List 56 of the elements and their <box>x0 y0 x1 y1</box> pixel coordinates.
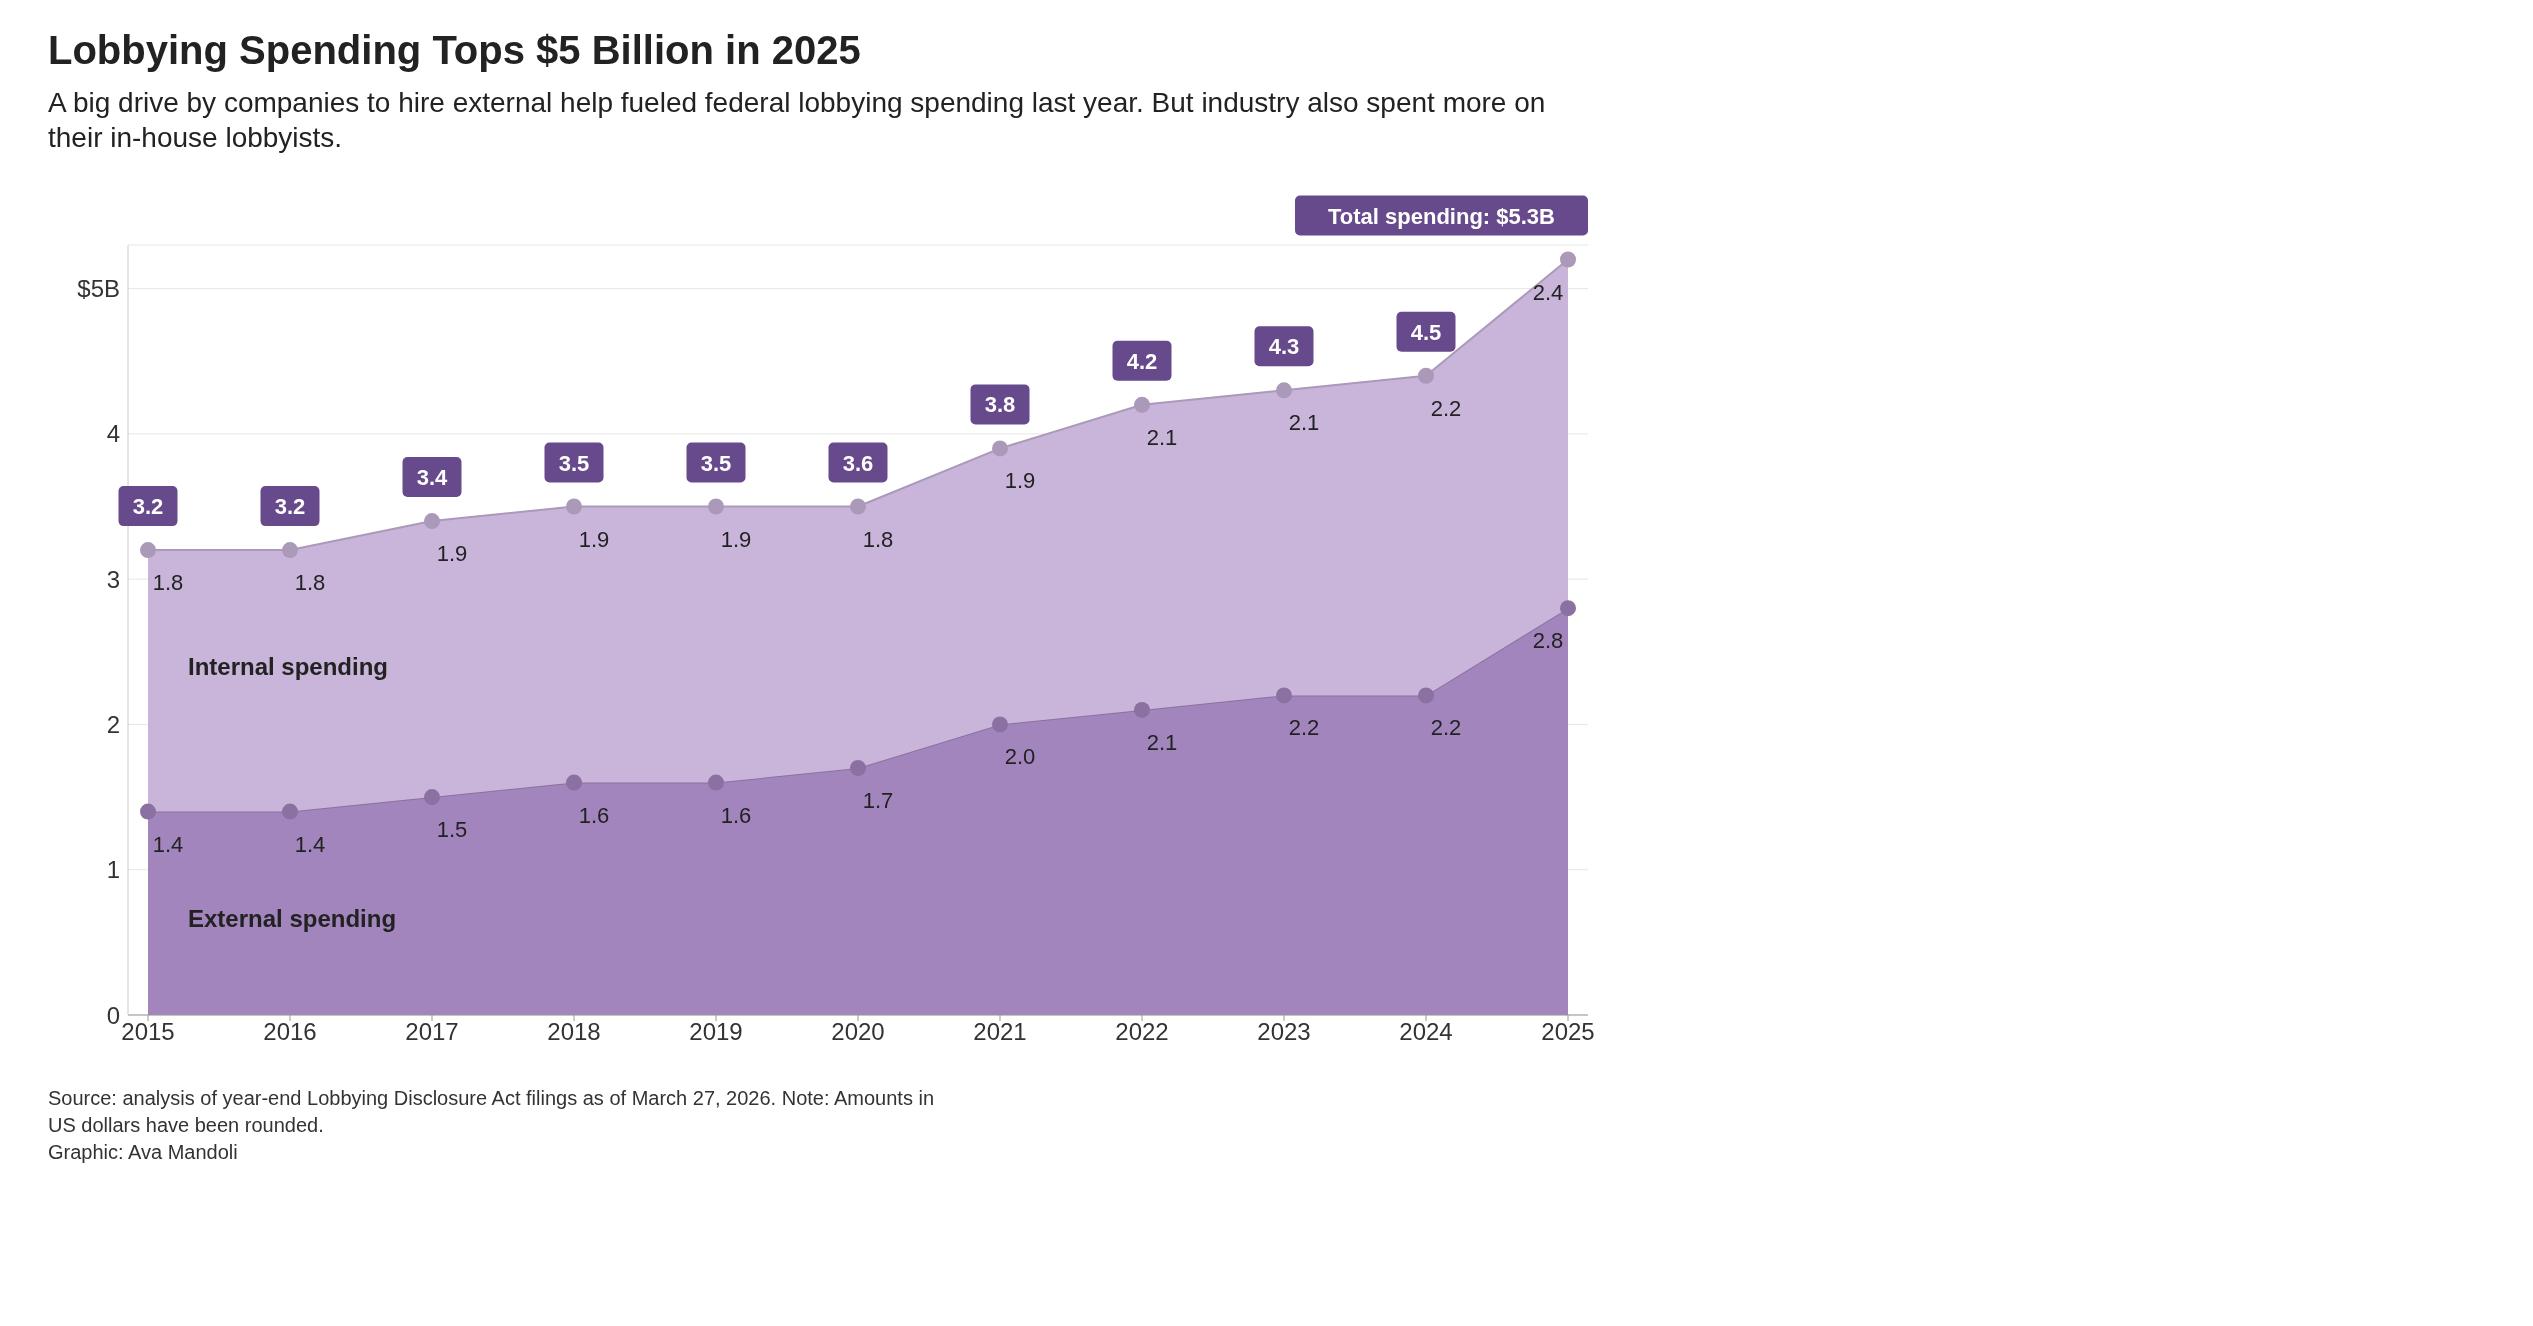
data-label: 1.8 <box>862 526 894 552</box>
chart-subtitle: A big drive by companies to hire external help fueled federal lobbying spending last year. But industry also spent more on their in-house lobbyists. <box>48 86 1547 155</box>
total-label: 3.8 <box>984 392 1016 418</box>
x-tick-label: 2015 <box>121 1018 175 1046</box>
x-tick-label: 2019 <box>689 1018 743 1046</box>
x-tick-label: 2024 <box>1399 1018 1453 1046</box>
data-label: 1.4 <box>294 831 326 857</box>
data-label: 1.6 <box>720 802 752 828</box>
data-label: 2.1 <box>1288 410 1320 436</box>
total-label: 3.5 <box>700 450 732 476</box>
data-label: 1.9 <box>578 526 610 552</box>
data-label: 2.2 <box>1430 715 1462 741</box>
data-label: 1.5 <box>436 817 468 843</box>
y-tick-label: 1 <box>106 856 120 884</box>
data-label: 1.9 <box>1004 468 1036 494</box>
data-label: 1.8 <box>294 570 326 596</box>
data-label: 2.8 <box>1532 628 1564 654</box>
x-tick-label: 2021 <box>973 1018 1027 1046</box>
chart-title: Lobbying Spending Tops $5 Billion in 2025 <box>48 28 862 73</box>
total-label: 3.5 <box>558 450 590 476</box>
x-tick-label: 2023 <box>1257 1018 1311 1046</box>
data-label: 2.2 <box>1430 395 1462 421</box>
data-label: 2.0 <box>1004 744 1036 770</box>
series-label: Internal spending <box>188 653 389 681</box>
data-label: 2.2 <box>1288 715 1320 741</box>
data-label: 2.4 <box>1532 279 1564 305</box>
data-label: 2.1 <box>1146 729 1178 755</box>
y-tick-label: 0 <box>106 1001 120 1029</box>
total-label: 4.5 <box>1410 319 1442 345</box>
data-label: 1.4 <box>152 831 184 857</box>
y-tick-label: 3 <box>106 565 120 593</box>
data-label: 1.7 <box>862 788 894 814</box>
series-label: External spending <box>188 904 397 932</box>
data-label: 1.9 <box>436 541 468 567</box>
data-label: 1.6 <box>578 802 610 828</box>
total-label: 3.2 <box>132 494 164 520</box>
total-label: 3.4 <box>416 465 449 491</box>
x-tick-label: 2020 <box>831 1018 885 1046</box>
x-tick-label: 2016 <box>263 1018 317 1046</box>
y-tick-label: 4 <box>106 420 120 448</box>
total-label: 3.6 <box>842 450 874 476</box>
data-label: 1.8 <box>152 570 184 596</box>
y-tick-label: $5B <box>77 275 120 303</box>
total-label: 3.2 <box>274 494 306 520</box>
total-label: 4.3 <box>1268 334 1300 360</box>
x-tick-label: 2025 <box>1541 1018 1595 1046</box>
data-label: 2.1 <box>1146 424 1178 450</box>
x-tick-label: 2017 <box>405 1018 459 1046</box>
y-tick-label: 2 <box>106 710 120 738</box>
text: Graphic: Ava Mandoli <box>48 1140 239 1165</box>
x-tick-label: 2022 <box>1115 1018 1169 1046</box>
x-tick-label: 2018 <box>547 1018 601 1046</box>
total-label: 4.2 <box>1126 348 1158 374</box>
source-note: Source: analysis of year-end Lobbying Disclosure Act filings as of March 27, 2026. Note: Amounts in US dollars have been rounded. <box>48 1086 936 1138</box>
total-label: Total spending: $5.3B <box>1328 203 1555 229</box>
data-label: 1.9 <box>720 526 752 552</box>
